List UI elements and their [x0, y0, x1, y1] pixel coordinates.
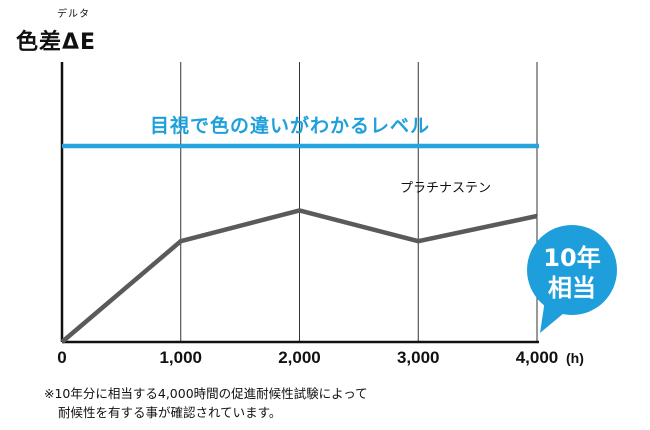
- badge-line1: 10年: [543, 244, 600, 272]
- footnote-line1: ※10年分に相当する4,000時間の促進耐候性試験によって: [44, 386, 368, 401]
- footnote: ※10年分に相当する4,000時間の促進耐候性試験によって 耐候性を有する事が確…: [44, 384, 368, 422]
- x-tick-label: 4,000: [516, 348, 559, 367]
- footnote-line2: 耐候性を有する事が確認されています。: [58, 405, 282, 420]
- badge-line2: 相当: [548, 274, 596, 302]
- x-tick-label: 3,000: [397, 348, 440, 367]
- series-line-platinum-stain: [60, 208, 538, 344]
- x-tick-label: 0: [57, 348, 66, 367]
- series-label: プラチナステン: [400, 181, 491, 196]
- x-tick-label: 1,000: [159, 348, 202, 367]
- x-axis-unit: (h): [566, 350, 584, 366]
- y-axis-label: 色差ΔE: [16, 30, 97, 55]
- gridlines: [180, 62, 538, 342]
- x-tick-label: 2,000: [278, 348, 321, 367]
- badge-pointer: [540, 300, 570, 333]
- ten-year-badge: 10年 相当: [527, 225, 617, 333]
- y-axis-ruby: デルタ: [57, 9, 90, 20]
- threshold-label: 目視で色の違いがわかるレベル: [150, 114, 430, 137]
- x-tick-labels: 0 1,000 2,000 3,000 4,000: [57, 348, 558, 367]
- badge-circle: [527, 225, 617, 315]
